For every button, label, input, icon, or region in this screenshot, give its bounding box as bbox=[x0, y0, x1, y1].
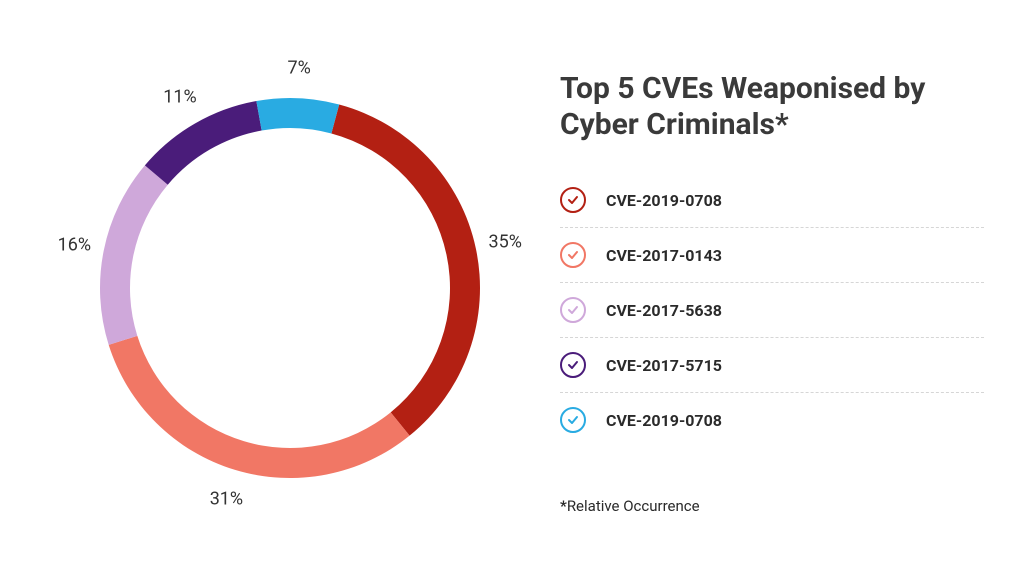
slice-label-2: 16% bbox=[58, 234, 91, 255]
check-icon bbox=[567, 359, 579, 371]
legend-item-label-4: CVE-2019-0708 bbox=[606, 411, 722, 430]
footnote-symbol: * bbox=[560, 497, 567, 515]
legend-item-label-2: CVE-2017-5638 bbox=[606, 301, 722, 320]
legend-row-0: CVE-2019-0708 bbox=[560, 173, 984, 228]
donut-slice-4 bbox=[256, 98, 339, 133]
legend-row-3: CVE-2017-5715 bbox=[560, 338, 984, 393]
slice-label-4: 7% bbox=[288, 58, 311, 79]
legend-row-2: CVE-2017-5638 bbox=[560, 283, 984, 338]
check-icon bbox=[567, 414, 579, 426]
donut-slice-3 bbox=[145, 101, 262, 185]
legend-item-label-3: CVE-2017-5715 bbox=[606, 356, 722, 375]
legend-row-1: CVE-2017-0143 bbox=[560, 228, 984, 283]
legend-bullet-3 bbox=[560, 352, 586, 378]
check-icon bbox=[567, 194, 579, 206]
slice-label-1: 31% bbox=[210, 488, 243, 509]
legend-item-label-0: CVE-2019-0708 bbox=[606, 191, 722, 210]
donut-slice-1 bbox=[109, 336, 410, 478]
donut-slice-2 bbox=[100, 165, 168, 344]
footnote: *Relative Occurrence bbox=[560, 497, 984, 515]
check-icon bbox=[567, 249, 579, 261]
footnote-text: Relative Occurrence bbox=[567, 497, 700, 515]
legend-row-4: CVE-2019-0708 bbox=[560, 393, 984, 447]
donut-chart-area: 35% 31% 16% 11% 7% bbox=[40, 38, 540, 538]
legend-item-label-1: CVE-2017-0143 bbox=[606, 246, 722, 265]
donut-slice-0 bbox=[331, 104, 480, 435]
legend-bullet-2 bbox=[560, 297, 586, 323]
donut-chart-svg bbox=[40, 38, 540, 538]
check-icon bbox=[567, 304, 579, 316]
chart-title: Top 5 CVEs Weaponised by Cyber Criminals… bbox=[560, 71, 984, 143]
legend-panel: Top 5 CVEs Weaponised by Cyber Criminals… bbox=[540, 61, 984, 515]
legend-bullet-4 bbox=[560, 407, 586, 433]
legend-bullet-1 bbox=[560, 242, 586, 268]
slice-label-0: 35% bbox=[488, 232, 521, 253]
slice-label-3: 11% bbox=[163, 87, 196, 108]
legend-bullet-0 bbox=[560, 187, 586, 213]
